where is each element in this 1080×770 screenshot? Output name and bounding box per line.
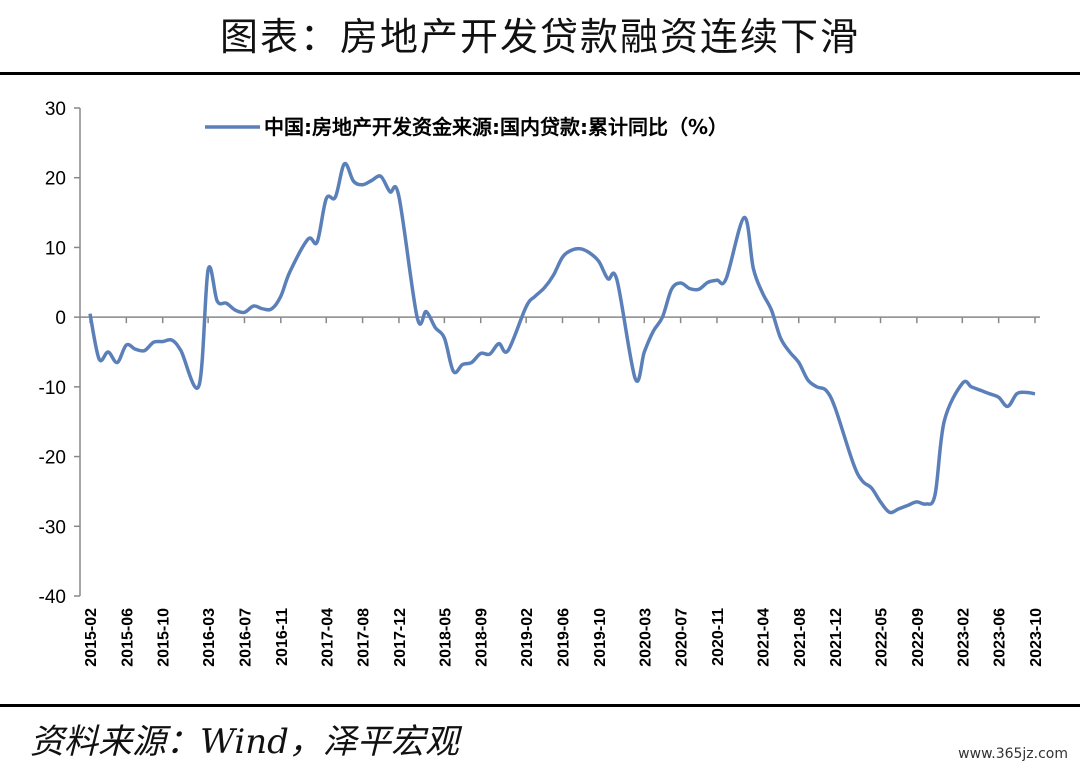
x-tick-label: 2019-06 bbox=[556, 608, 573, 667]
source-note: 资料来源：Wind，泽平宏观 bbox=[30, 722, 459, 762]
x-tick-label: 2021-04 bbox=[755, 608, 772, 667]
x-tick-label: 2023-10 bbox=[1028, 608, 1045, 667]
x-tick-label: 2015-06 bbox=[119, 608, 136, 667]
y-tick-label: 10 bbox=[45, 238, 66, 259]
line-chart: 30 20 10 0 -10 -20 -30 -40 2015-02 2015-06 2015-1… bbox=[39, 99, 1045, 667]
y-tick-label: -20 bbox=[39, 448, 66, 469]
x-tick-label: 2021-08 bbox=[792, 608, 809, 667]
source-divider bbox=[0, 704, 1080, 707]
x-tick-label: 2015-10 bbox=[156, 608, 173, 667]
series-layer bbox=[88, 161, 1036, 515]
watermark: www.365jz.com bbox=[958, 746, 1068, 762]
x-tick-label: 2019-02 bbox=[519, 608, 536, 667]
x-tick-label: 2023-02 bbox=[955, 608, 972, 667]
y-tick-label: 20 bbox=[45, 169, 66, 190]
x-tick-label: 2017-12 bbox=[392, 608, 409, 667]
legend: 中国:房地产开发资金来源:国内贷款:累计同比（%） bbox=[205, 115, 728, 139]
y-tick-label: 30 bbox=[45, 99, 66, 120]
x-tick-label: 2019-10 bbox=[592, 608, 609, 667]
chart-title: 图表：房地产开发贷款融资连续下滑 bbox=[219, 15, 860, 59]
x-tick-label: 2021-12 bbox=[828, 608, 845, 667]
y-tick-label: 0 bbox=[55, 308, 66, 329]
x-tick-label: 2017-08 bbox=[356, 608, 373, 667]
y-tick-label: -30 bbox=[39, 517, 66, 538]
x-tick-label: 2020-03 bbox=[637, 608, 654, 667]
x-axis: 2015-02 2015-06 2015-10 2016-03 2016-07 2016-… bbox=[80, 316, 1045, 667]
x-tick-label: 2022-09 bbox=[910, 608, 927, 667]
y-axis: 30 20 10 0 -10 -20 -30 -40 bbox=[39, 99, 81, 608]
y-tick-label: -40 bbox=[39, 587, 66, 608]
x-tick-label: 2018-09 bbox=[474, 608, 491, 667]
legend-label: 中国:房地产开发资金来源:国内贷款:累计同比（%） bbox=[264, 115, 728, 139]
x-tick-label: 2016-03 bbox=[201, 608, 218, 667]
title-divider bbox=[0, 72, 1080, 75]
x-tick-label: 2022-05 bbox=[874, 608, 891, 667]
x-tick-label: 2015-02 bbox=[83, 608, 100, 667]
x-tick-label: 2020-11 bbox=[710, 608, 727, 666]
x-tick-label: 2023-06 bbox=[992, 608, 1009, 667]
x-tick-label: 2020-07 bbox=[674, 608, 691, 667]
y-tick-label: -10 bbox=[39, 378, 66, 399]
x-tick-label: 2016-07 bbox=[237, 608, 254, 667]
series-line bbox=[88, 161, 1036, 515]
x-tick-label: 2016-11 bbox=[274, 608, 291, 666]
x-tick-label: 2017-04 bbox=[319, 608, 336, 667]
x-tick-label: 2018-05 bbox=[437, 608, 454, 667]
